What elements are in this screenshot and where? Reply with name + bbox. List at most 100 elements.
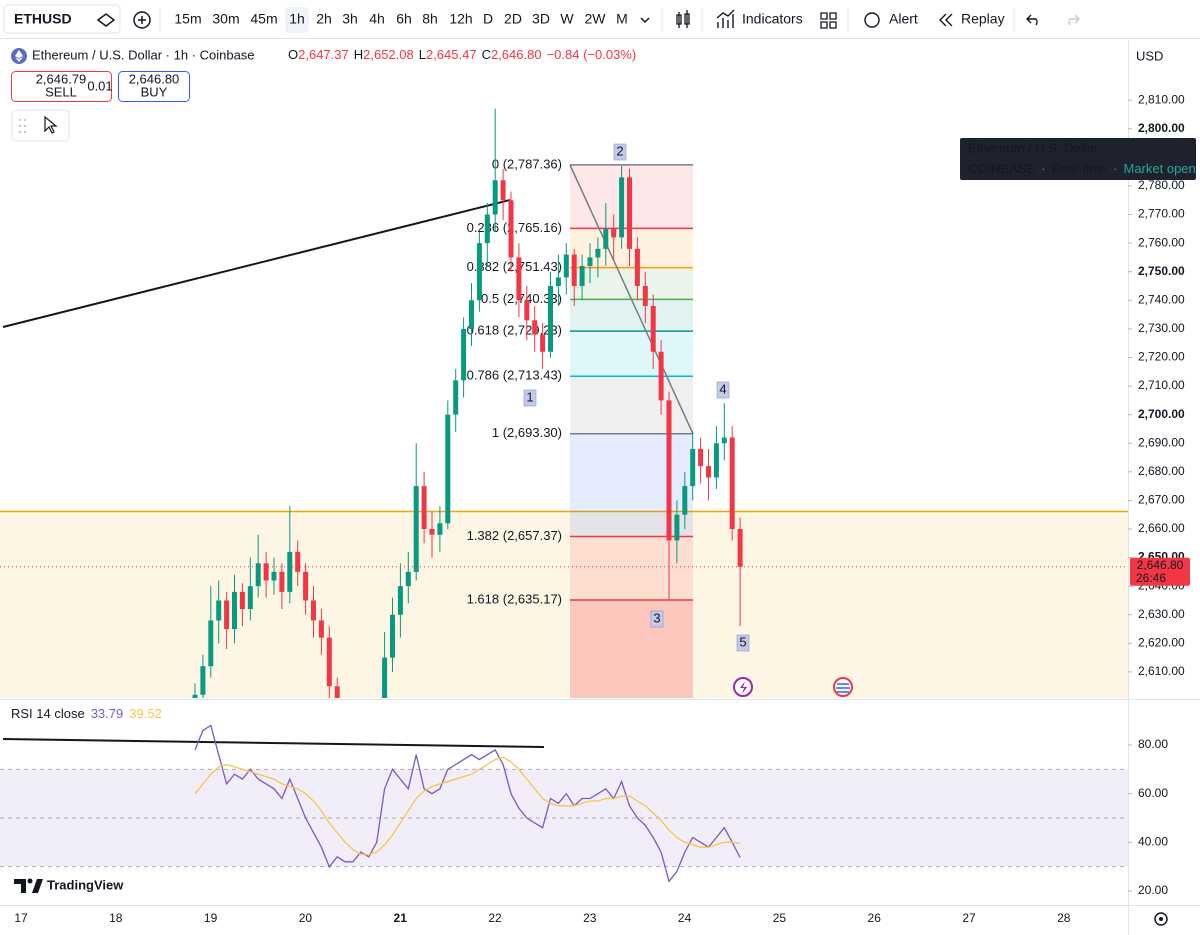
wave-label-box bbox=[736, 634, 750, 652]
candle-body bbox=[413, 486, 419, 572]
interval-button[interactable]: 8h bbox=[422, 11, 438, 27]
ohlc-value: 2,652.08 bbox=[363, 47, 414, 62]
candle-body bbox=[682, 486, 688, 515]
interval-button[interactable]: 3h bbox=[342, 11, 358, 27]
compare-plus bbox=[138, 16, 146, 24]
economic-event-icon[interactable] bbox=[833, 677, 853, 697]
fib-label: 0.236 (2,765.16) bbox=[467, 220, 562, 235]
interval-button[interactable]: D bbox=[483, 11, 493, 27]
redo-button[interactable] bbox=[1068, 14, 1080, 26]
wave-label: 2 bbox=[616, 143, 623, 158]
price-tick-label: 2,730.00 bbox=[1138, 321, 1185, 335]
candle-body bbox=[587, 257, 593, 266]
rsi-line bbox=[194, 724, 741, 883]
symbol-box[interactable] bbox=[3, 4, 121, 34]
price-tick-label: 2,630.00 bbox=[1138, 607, 1185, 621]
alert-icon[interactable] bbox=[864, 12, 880, 28]
indicators-icon[interactable] bbox=[716, 9, 735, 28]
symbol[interactable]: ETHUSD bbox=[14, 11, 72, 27]
price-tick-label: 2,770.00 bbox=[1138, 207, 1185, 221]
wave-label: 3 bbox=[653, 610, 660, 625]
candle-body bbox=[713, 443, 719, 478]
interval-dropdown[interactable] bbox=[640, 17, 650, 24]
sell-price[interactable]: 2,646.79 bbox=[36, 71, 87, 86]
candle-body bbox=[571, 254, 577, 286]
currency-box[interactable] bbox=[1132, 46, 1190, 68]
time-label: 27 bbox=[962, 911, 976, 925]
candle-body bbox=[303, 571, 309, 601]
candle-body bbox=[287, 551, 293, 592]
alert-button[interactable]: Alert bbox=[889, 11, 918, 27]
drag-handle[interactable] bbox=[19, 119, 26, 133]
interval-button[interactable]: 2W bbox=[585, 11, 607, 27]
undo-button[interactable] bbox=[1026, 14, 1038, 26]
interval-button[interactable]: 2h bbox=[316, 11, 332, 27]
ohlc-value: 2,645.47 bbox=[426, 47, 477, 62]
price-tick-label: 2,740.00 bbox=[1138, 292, 1185, 306]
buy-price[interactable]: 2,646.80 bbox=[129, 71, 180, 86]
interval-button[interactable]: W bbox=[560, 11, 574, 27]
replay-icon[interactable] bbox=[939, 13, 953, 27]
rsi-pane bbox=[0, 724, 1128, 883]
layouts-button[interactable] bbox=[820, 12, 837, 29]
interval-button[interactable]: 45m bbox=[250, 11, 277, 27]
interval-button[interactable]: 6h bbox=[396, 11, 412, 27]
interval-button[interactable]: M bbox=[616, 11, 628, 27]
chart-type-button[interactable] bbox=[676, 10, 690, 28]
candle-body bbox=[255, 563, 261, 587]
legend-ohlc: O2,647.37 H2,652.08 L2,645.47 C2,646.80 −0.8… bbox=[288, 47, 636, 62]
interval-button[interactable]: 15m bbox=[174, 11, 201, 27]
rsi-trend-line bbox=[2, 738, 545, 748]
interval-button[interactable]: 3D bbox=[532, 11, 550, 27]
candle-body bbox=[390, 614, 395, 658]
wave-label-box bbox=[650, 610, 664, 628]
brand-logo-dot bbox=[27, 878, 33, 884]
overlay: Ethereum / U.S. Dollar · 1h · Coinbase O… bbox=[11, 46, 1196, 926]
toolbar: ETHUSD Indicators Alert Replay 15m 30m 45m… bbox=[0, 4, 1200, 39]
candle-body bbox=[532, 320, 538, 335]
interval-button[interactable]: 12h bbox=[449, 11, 472, 27]
tooltip-exchange: COINBASE bbox=[968, 161, 1036, 176]
fib-zone bbox=[570, 376, 693, 434]
cursor-tool[interactable] bbox=[44, 115, 58, 134]
indicators-button[interactable]: Indicators bbox=[742, 11, 803, 27]
compare-button[interactable] bbox=[133, 11, 151, 29]
candle-body bbox=[239, 591, 245, 610]
currency[interactable]: USD bbox=[1136, 48, 1163, 63]
candle-body bbox=[192, 694, 198, 698]
settings-button[interactable] bbox=[1154, 912, 1168, 926]
panes bbox=[0, 40, 1200, 935]
price-pane: 0 (2,787.36) 0.236 (2,765.16) 0.382 (2,751… bbox=[0, 108, 1128, 698]
sell-label[interactable]: SELL bbox=[45, 84, 77, 99]
time-label: 22 bbox=[488, 911, 502, 925]
price-tick-label: 2,620.00 bbox=[1138, 636, 1185, 650]
interval-button[interactable]: 1h bbox=[289, 11, 305, 27]
buy-label[interactable]: BUY bbox=[141, 84, 168, 99]
brand-logo bbox=[14, 879, 43, 893]
fib-anchor-line bbox=[569, 164, 694, 435]
ohlc-key: H bbox=[354, 47, 363, 62]
interval-button[interactable]: 2D bbox=[504, 11, 522, 27]
tooltip-details: COINBASE · Real-time · Market open bbox=[968, 161, 1196, 176]
candle-body bbox=[263, 563, 269, 581]
candle-body bbox=[627, 177, 632, 249]
interval-button[interactable]: 4h bbox=[369, 11, 385, 27]
time-label: 26 bbox=[868, 911, 882, 925]
ohlc-value: 2,647.37 bbox=[298, 47, 349, 62]
candle-body bbox=[508, 200, 514, 258]
interval-button[interactable]: 30m bbox=[212, 11, 239, 27]
ohlc-change: −0.84 (−0.03%) bbox=[547, 47, 637, 62]
candle-body bbox=[208, 620, 214, 667]
candle-body bbox=[429, 528, 435, 535]
buy-button[interactable] bbox=[118, 71, 190, 102]
candle-body bbox=[563, 254, 569, 278]
ohlc-key: C bbox=[482, 47, 491, 62]
candle-body bbox=[492, 180, 498, 215]
replay-button[interactable]: Replay bbox=[961, 11, 1005, 27]
symbol-icon[interactable] bbox=[96, 13, 116, 27]
eth-logo-mark bbox=[15, 50, 23, 62]
wave-label: 1 bbox=[526, 389, 533, 404]
sell-button[interactable] bbox=[11, 71, 112, 102]
price-tick-label: 2,670.00 bbox=[1138, 493, 1185, 507]
